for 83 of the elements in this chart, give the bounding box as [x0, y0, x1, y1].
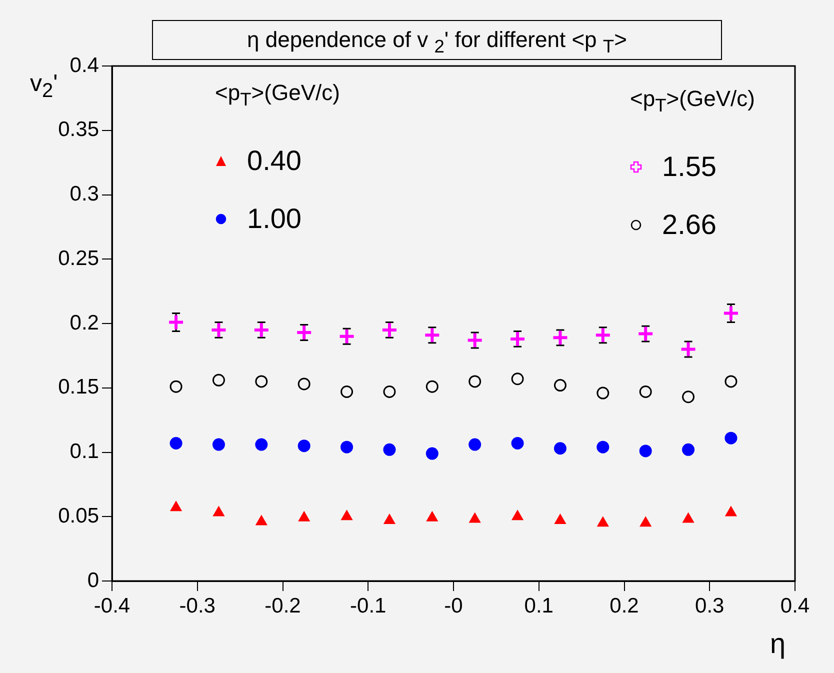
- point: [255, 438, 268, 451]
- point: [552, 329, 569, 346]
- point: [724, 375, 738, 388]
- point: [298, 378, 310, 390]
- point: [383, 443, 396, 456]
- x-tick-label: 0.4: [780, 594, 810, 618]
- point: [597, 516, 608, 527]
- point: [511, 436, 524, 450]
- y-tick-label: 0.2: [70, 311, 99, 334]
- point: [298, 512, 310, 522]
- legend-label: 1.00: [247, 203, 302, 236]
- point: [380, 321, 398, 338]
- point: [340, 440, 354, 454]
- y-tick-label: 0.15: [58, 376, 99, 399]
- point: [256, 516, 267, 526]
- x-tick-label: 0.2: [610, 594, 639, 618]
- y-axis-title: v$_{2}$': [30, 70, 58, 103]
- point: [680, 340, 697, 358]
- point: [468, 375, 482, 388]
- point: [424, 326, 441, 344]
- point: [298, 440, 310, 452]
- point: [384, 514, 395, 524]
- point: [468, 438, 482, 451]
- point: [554, 379, 566, 392]
- point: [511, 372, 524, 386]
- y-tick-label: 0: [87, 568, 99, 592]
- point: [426, 447, 438, 460]
- point: [338, 328, 356, 345]
- point: [596, 386, 610, 400]
- legend-label: 2.66: [662, 209, 716, 242]
- point: [212, 374, 225, 386]
- point: [170, 501, 182, 512]
- point: [554, 442, 566, 455]
- point: [637, 325, 654, 342]
- point: [639, 385, 652, 398]
- point: [341, 510, 352, 520]
- point: [682, 390, 695, 404]
- point: [512, 510, 524, 520]
- point: [170, 436, 182, 450]
- y-tick-label: 0.25: [58, 246, 99, 270]
- x-tick-label: -0: [444, 594, 463, 618]
- chart-title: η dependence of v $_{2}$' for different <p $_{T}$>: [152, 20, 722, 60]
- x-tick-label: -0.1: [350, 594, 386, 618]
- x-tick-label: 0.3: [695, 594, 724, 618]
- point: [682, 512, 694, 523]
- y-tick-label: 0.35: [58, 118, 99, 142]
- text: <p$_{T}$>(GeV/c): [630, 86, 755, 116]
- point: [255, 375, 268, 388]
- x-tick-label: 0.1: [524, 594, 554, 618]
- point: [466, 332, 484, 349]
- point: [296, 324, 313, 342]
- x-tick-label: -0.3: [179, 594, 216, 618]
- x-tick-label: -0.4: [94, 594, 130, 618]
- point: [469, 512, 480, 523]
- point: [426, 380, 438, 393]
- point: [340, 385, 354, 398]
- point: [252, 321, 270, 338]
- point: [596, 440, 610, 454]
- point: [554, 514, 566, 524]
- point: [212, 438, 225, 451]
- x-tick-label: -0.2: [264, 594, 301, 618]
- y-tick-label: 0.05: [58, 504, 99, 528]
- point: [210, 321, 228, 338]
- point: [168, 314, 185, 331]
- x-axis-title: η: [770, 628, 786, 660]
- point: [594, 326, 612, 344]
- point: [426, 512, 438, 522]
- point: [640, 516, 652, 527]
- legend-label: 0.40: [247, 145, 302, 178]
- y-tick-label: 0.3: [70, 182, 99, 206]
- point: [170, 380, 182, 393]
- point: [213, 506, 224, 516]
- point: [725, 506, 736, 516]
- legend-label: 1.55: [662, 151, 716, 184]
- point: [383, 385, 396, 398]
- point: [722, 304, 740, 322]
- point: [639, 444, 652, 458]
- y-tick-label: 0.4: [70, 54, 100, 77]
- legend-title: <p$_{T}$>(GeV/c): [215, 80, 340, 110]
- point: [509, 330, 526, 348]
- y-tick-label: 0.1: [70, 440, 99, 464]
- point: [724, 432, 738, 444]
- point: [682, 443, 695, 456]
